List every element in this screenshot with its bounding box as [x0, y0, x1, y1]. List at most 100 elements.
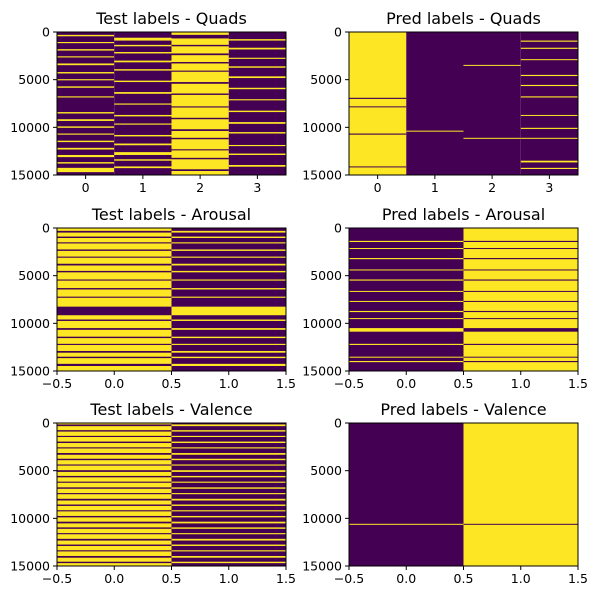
heatmap-stripe [57, 167, 115, 173]
heatmap-stripe [171, 263, 286, 266]
x-tick-label: −0.5 [42, 376, 72, 391]
heatmap-stripe [228, 99, 286, 101]
heatmap-stripe [114, 37, 172, 41]
heatmap-stripe [171, 242, 286, 244]
heatmap-stripe [228, 57, 286, 59]
heatmap-stripe [349, 106, 407, 108]
heatmap-column [349, 423, 464, 566]
heatmap-stripe [57, 533, 172, 535]
x-tick-label: 0.5 [162, 571, 182, 586]
heatmap-stripe [171, 363, 286, 366]
heatmap-stripe [349, 318, 464, 320]
heatmap-stripe [463, 360, 578, 363]
heatmap-stripe [520, 167, 578, 169]
heatmap-stripe [57, 270, 172, 273]
heatmap-stripe [463, 328, 578, 332]
heatmap-stripe [463, 258, 578, 260]
heatmap-stripe [171, 430, 286, 432]
x-tick-label: 0 [374, 180, 382, 195]
heatmap-stripe [171, 230, 286, 233]
heatmap-stripe [349, 248, 464, 250]
heatmap-stripe [171, 453, 286, 455]
heatmap-stripe [57, 527, 172, 529]
heatmap-stripe [57, 328, 172, 330]
heatmap-stripe [171, 487, 286, 489]
heatmap-stripe [520, 160, 578, 163]
heatmap-stripe [57, 147, 115, 150]
heatmap-stripe [520, 74, 578, 77]
x-tick-label: 0.5 [162, 376, 182, 391]
x-tick-label: 0 [82, 180, 90, 195]
heatmap-stripe [463, 269, 578, 271]
heatmap-stripe [349, 97, 407, 99]
heatmap-stripe [57, 96, 115, 98]
heatmap-stripe [171, 157, 229, 160]
heatmap-stripe [171, 481, 286, 483]
heatmap-stripe [171, 533, 286, 535]
x-tick-label: 0.0 [396, 571, 416, 586]
heatmap-stripe [57, 356, 172, 359]
heatmap-stripe [57, 230, 172, 233]
heatmap-stripe [57, 236, 172, 239]
heatmap-stripe [171, 527, 286, 529]
heatmap-stripe [349, 300, 464, 302]
heatmap-column [406, 32, 464, 175]
y-tick-label: 10000 [10, 511, 50, 526]
heatmap-stripe [520, 114, 578, 116]
heatmap-column [171, 32, 229, 175]
axes-frame [56, 31, 287, 176]
heatmap-column [349, 32, 407, 175]
heatmap-stripe [57, 249, 172, 251]
subplot-title: Test labels - Quads [95, 9, 247, 28]
x-tick-label: 1.5 [568, 376, 588, 391]
heatmap-stripe [520, 84, 578, 87]
x-tick-label: 2 [488, 180, 496, 195]
heatmap-stripe [57, 296, 172, 298]
heatmap-stripe [57, 544, 172, 546]
heatmap-stripe [171, 106, 229, 108]
heatmap-stripe [171, 53, 229, 56]
heatmap-stripe [171, 498, 286, 501]
x-tick-label: 1.0 [511, 376, 531, 391]
heatmap-stripe [349, 166, 407, 168]
x-tick-label: 0.0 [104, 376, 124, 391]
subplot: Test labels - Quads 0 1 2 3 0 5000 10000 15000 [10, 9, 287, 195]
x-tick-label: −0.5 [334, 376, 364, 391]
heatmap-stripe [171, 350, 286, 353]
y-tick-label: 5000 [310, 463, 342, 478]
heatmap-stripe [57, 424, 172, 427]
heatmap-stripe [171, 249, 286, 251]
heatmap-stripe [57, 453, 172, 455]
y-tick-label: 5000 [18, 463, 50, 478]
heatmap-stripe [349, 290, 464, 292]
y-tick-label: 15000 [10, 168, 50, 183]
x-tick-label: 1.5 [276, 376, 296, 391]
y-tick-label: 0 [42, 416, 50, 431]
y-tick-label: 15000 [10, 559, 50, 574]
heatmap-stripe [520, 40, 578, 42]
subplot-title: Test labels - Valence [89, 400, 252, 419]
heatmap-stripe [114, 134, 172, 137]
subplot-title: Pred labels - Arousal [382, 205, 545, 224]
subplot: Test labels - Valence −0.5 0.0 0.5 1.0 1.5 0 50… [10, 400, 296, 586]
heatmap-stripe [57, 515, 172, 518]
heatmap-stripe [57, 63, 115, 66]
heatmap-stripe [171, 464, 286, 466]
subplot: Pred labels - Arousal −0.5 0.0 0.5 1.0 1.5 0 50… [302, 205, 588, 391]
heatmap-stripe [114, 159, 172, 161]
axes-frame [348, 31, 579, 176]
heatmap-stripe [57, 319, 172, 321]
heatmap-stripe [463, 343, 578, 345]
heatmap-stripe [463, 240, 578, 243]
heatmap-stripe [114, 60, 172, 63]
x-tick-label: 1.0 [219, 571, 239, 586]
heatmap-column [228, 32, 286, 175]
heatmap-stripe [57, 263, 172, 266]
y-tick-label: 10000 [10, 120, 50, 135]
heatmap-stripe [171, 319, 286, 321]
subplot-title: Pred labels - Valence [380, 400, 546, 419]
heatmap-stripe [57, 343, 172, 345]
heatmap-stripe [171, 447, 286, 449]
heatmap-stripe [349, 343, 464, 345]
